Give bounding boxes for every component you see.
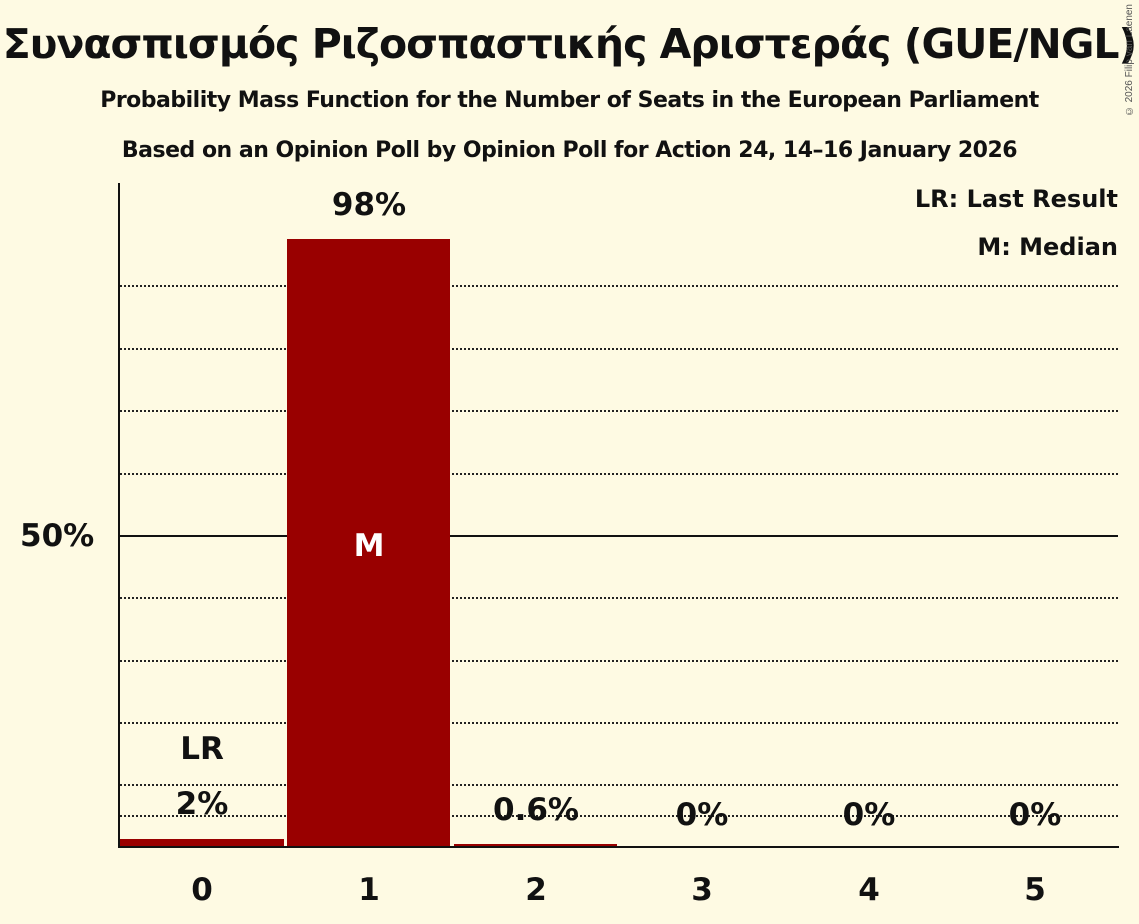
value-label-1: 98%	[331, 187, 407, 223]
value-label-2: 0.6%	[493, 792, 579, 828]
x-tick-4: 4	[858, 872, 880, 908]
value-label-5: 0%	[1008, 797, 1062, 833]
gridline-60	[120, 473, 1118, 475]
x-tick-1: 1	[358, 872, 380, 908]
value-label-3: 0%	[675, 797, 729, 833]
x-tick-0: 0	[191, 872, 213, 908]
value-label-4: 0%	[842, 797, 896, 833]
gridline-10	[120, 815, 1118, 817]
chart-title: Συνασπισμός Ριζοσπαστικής Αριστεράς (GUE…	[2, 20, 1137, 68]
last-result-marker: LR	[180, 731, 224, 767]
gridline-30	[120, 660, 1118, 662]
chart-subtitle: Probability Mass Function for the Number…	[100, 88, 1039, 113]
median-marker: M	[353, 528, 385, 564]
gridline-20b	[120, 722, 1118, 724]
x-tick-2: 2	[525, 872, 547, 908]
legend-median: M: Median	[977, 233, 1118, 261]
y-axis	[118, 183, 120, 848]
bar-1-seats	[287, 239, 450, 847]
gridline-50	[120, 535, 1118, 537]
bar-2-seats	[454, 844, 617, 847]
gridline-90	[120, 285, 1118, 287]
value-label-0: 2%	[175, 786, 229, 822]
legend-last-result: LR: Last Result	[914, 185, 1118, 213]
x-tick-5: 5	[1024, 872, 1046, 908]
gridline-80	[120, 348, 1118, 350]
y-tick-label-50: 50%	[20, 518, 95, 554]
gridline-70	[120, 410, 1118, 412]
gridline-40	[120, 597, 1118, 599]
bar-0-seats	[120, 839, 284, 847]
gridline-20	[120, 784, 1118, 786]
x-axis	[118, 846, 1119, 848]
x-tick-3: 3	[691, 872, 713, 908]
chart-source: Based on an Opinion Poll by Opinion Poll…	[121, 138, 1018, 163]
